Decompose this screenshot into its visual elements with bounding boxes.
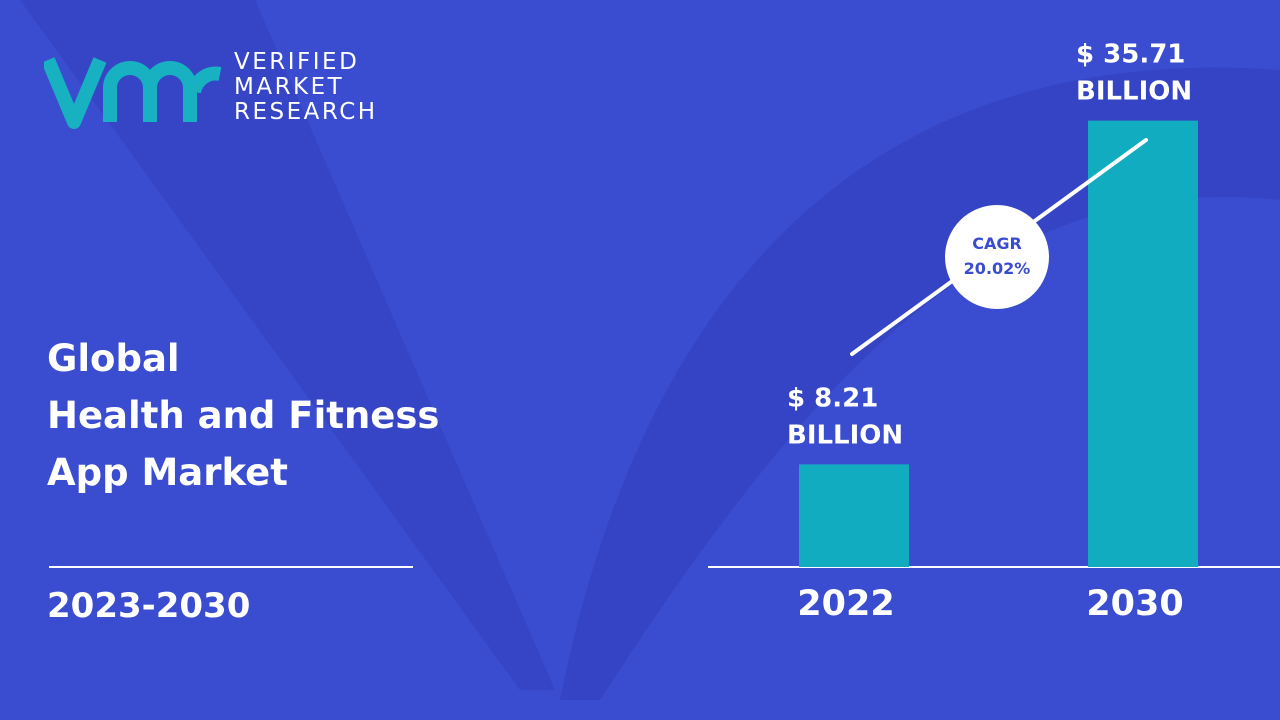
cagr-value: 20.02% (964, 259, 1031, 278)
tick-label-2022: 2022 (797, 584, 894, 624)
value-label-line: BILLION (1076, 77, 1192, 107)
cagr-label: CAGR (972, 234, 1022, 253)
value-label-2022: $ 8.21 BILLION (787, 383, 903, 450)
brand-line-1: VERIFIED (234, 49, 360, 75)
value-label-2030: $ 35.71 BILLION (1076, 40, 1192, 107)
bar-2022 (799, 464, 909, 567)
brand-wordmark: VERIFIED MARKET RESEARCH (234, 50, 378, 125)
title-divider (49, 566, 413, 568)
tick-label-2030: 2030 (1086, 584, 1183, 624)
brand-line-3: RESEARCH (234, 99, 378, 125)
value-label-line: BILLION (787, 420, 903, 450)
v-right-arc (560, 67, 1280, 700)
title-line-3: App Market (47, 451, 288, 494)
forecast-period: 2023-2030 (47, 586, 251, 626)
v-left-band (20, 0, 555, 690)
bar-2030 (1088, 120, 1198, 567)
title-line-1: Global (47, 337, 180, 380)
brand-line-2: MARKET (234, 74, 345, 100)
value-label-line: $ 8.21 (787, 383, 878, 413)
title-line-2: Health and Fitness (47, 394, 440, 437)
value-label-line: $ 35.71 (1076, 40, 1185, 70)
cagr-badge (945, 205, 1049, 309)
page-title: Global Health and Fitness App Market (47, 330, 439, 501)
vmr-logo-icon (44, 57, 222, 129)
